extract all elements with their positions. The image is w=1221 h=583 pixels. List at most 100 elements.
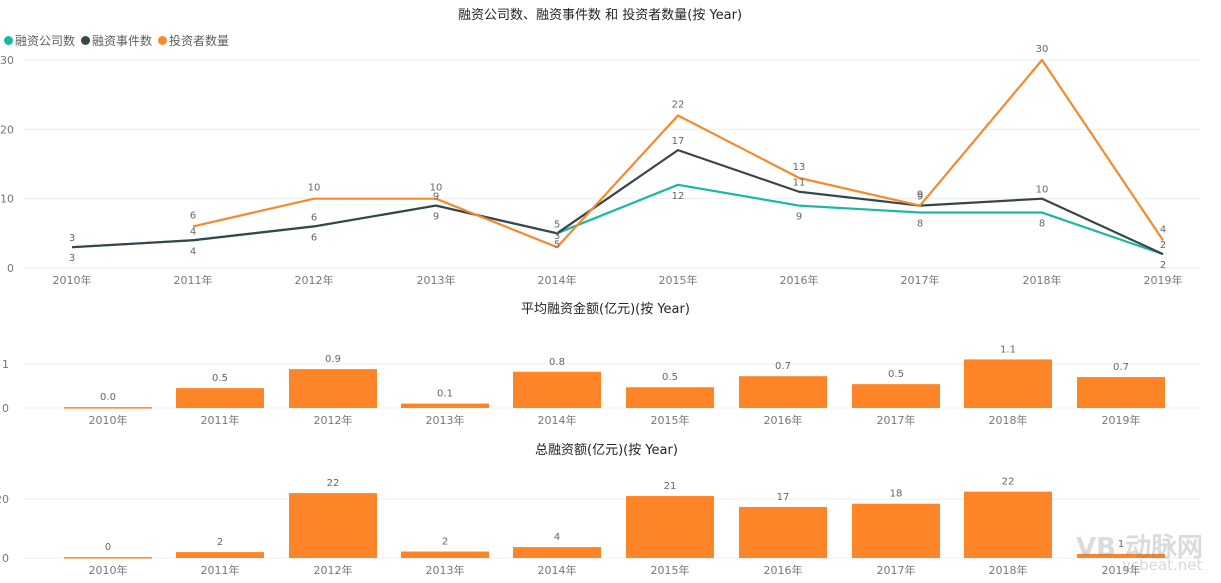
data-label: 22 xyxy=(327,478,340,489)
line-series[interactable] xyxy=(192,58,1164,249)
data-label: 10 xyxy=(308,183,321,194)
x-tick: 2019年 xyxy=(1102,413,1141,427)
bar[interactable] xyxy=(964,359,1052,408)
x-tick: 2016年 xyxy=(764,563,803,577)
data-label: 17 xyxy=(672,136,685,147)
avg-bar-chart-title: 平均融资金额(亿元)(按 Year) xyxy=(521,302,690,317)
x-tick: 2012年 xyxy=(295,273,334,287)
line-series[interactable] xyxy=(71,149,1164,256)
data-label: 18 xyxy=(890,489,903,500)
data-label: 6 xyxy=(311,232,317,243)
data-label: 11 xyxy=(793,178,806,189)
bar[interactable] xyxy=(401,551,489,558)
data-label: 2 xyxy=(217,537,223,548)
legend-label: 融资公司数 xyxy=(15,34,76,48)
y-tick: 0 xyxy=(7,262,14,275)
data-label: 17 xyxy=(777,492,790,503)
data-label: 4 xyxy=(190,246,196,257)
data-label: 9 xyxy=(917,190,923,201)
bar[interactable] xyxy=(289,493,377,558)
data-label: 4 xyxy=(554,532,560,543)
x-tick: 2012年 xyxy=(314,413,353,427)
bar[interactable] xyxy=(626,387,714,408)
bar[interactable] xyxy=(739,506,827,558)
legend-item-investors[interactable]: 投资者数量 xyxy=(158,32,229,49)
x-tick: 2011年 xyxy=(174,273,213,287)
bar[interactable] xyxy=(739,376,827,408)
bar[interactable] xyxy=(513,547,601,558)
x-tick: 2014年 xyxy=(538,273,577,287)
data-label: 22 xyxy=(1002,477,1015,488)
y-tick: 1 xyxy=(2,358,9,371)
x-tick: 2013年 xyxy=(426,413,465,427)
x-tick: 2015年 xyxy=(659,273,698,287)
data-label: 2 xyxy=(442,537,448,548)
bar[interactable] xyxy=(64,407,152,409)
data-label: 12 xyxy=(672,191,685,202)
data-label: 0.5 xyxy=(888,369,904,380)
y-tick: 0 xyxy=(2,552,9,565)
x-tick: 2010年 xyxy=(53,273,92,287)
x-tick: 2010年 xyxy=(89,413,128,427)
data-label: 13 xyxy=(793,162,806,173)
y-tick: 10 xyxy=(0,193,14,206)
data-label: 5 xyxy=(554,219,560,230)
bar[interactable] xyxy=(1077,377,1165,408)
line-series[interactable] xyxy=(71,183,1164,256)
bar[interactable] xyxy=(852,503,940,558)
bar[interactable] xyxy=(176,388,264,408)
y-tick: 30 xyxy=(0,54,14,67)
bar[interactable] xyxy=(964,491,1052,558)
y-tick: 0 xyxy=(2,402,9,415)
legend-label: 融资事件数 xyxy=(92,34,153,48)
data-label: 0.5 xyxy=(662,372,678,383)
x-tick: 2013年 xyxy=(417,273,456,287)
x-tick: 2014年 xyxy=(538,563,577,577)
x-tick: 2018年 xyxy=(989,413,1028,427)
x-tick: 2019年 xyxy=(1102,563,1141,577)
bar[interactable] xyxy=(626,496,714,558)
bar[interactable] xyxy=(176,552,264,558)
data-label: 10 xyxy=(430,183,443,194)
data-label: 0 xyxy=(105,542,111,553)
data-label: 0.1 xyxy=(437,389,453,400)
data-label: 2 xyxy=(1160,240,1166,251)
bar[interactable] xyxy=(289,369,377,408)
data-label: 21 xyxy=(664,481,677,492)
data-label: 9 xyxy=(433,212,439,223)
data-label: 8 xyxy=(1039,219,1045,230)
x-tick: 2011年 xyxy=(201,563,240,577)
x-tick: 2011年 xyxy=(201,413,240,427)
bar[interactable] xyxy=(852,384,940,408)
x-tick: 2015年 xyxy=(651,413,690,427)
line-chart-legend: 融资公司数 融资事件数 投资者数量 xyxy=(4,32,229,49)
watermark-site: vcbeat.net xyxy=(1122,556,1203,574)
data-label: 0.5 xyxy=(212,373,228,384)
data-label: 9 xyxy=(433,192,439,203)
bar[interactable] xyxy=(401,403,489,408)
data-label: 5 xyxy=(554,239,560,250)
x-tick: 2016年 xyxy=(780,273,819,287)
bar[interactable] xyxy=(64,557,152,559)
data-label: 0.7 xyxy=(775,361,791,372)
data-label: 3 xyxy=(554,231,560,242)
data-label: 6 xyxy=(311,212,317,223)
data-label: 4 xyxy=(190,226,196,237)
x-tick: 2018年 xyxy=(989,563,1028,577)
x-tick: 2014年 xyxy=(538,413,577,427)
data-label: 0.7 xyxy=(1113,362,1129,373)
legend-item-companies[interactable]: 融资公司数 xyxy=(4,32,75,49)
bar[interactable] xyxy=(513,371,601,408)
data-label: 1 xyxy=(1118,539,1124,550)
bar[interactable] xyxy=(1077,553,1165,558)
x-tick: 2010年 xyxy=(89,563,128,577)
data-label: 10 xyxy=(1036,185,1049,196)
data-label: 0.8 xyxy=(549,357,565,368)
x-tick: 2019年 xyxy=(1144,273,1183,287)
legend-dot-icon xyxy=(158,36,168,45)
legend-dot-icon xyxy=(4,36,13,45)
legend-dot-icon xyxy=(81,36,91,45)
legend-item-events[interactable]: 融资事件数 xyxy=(81,32,152,49)
data-label: 6 xyxy=(190,210,196,221)
